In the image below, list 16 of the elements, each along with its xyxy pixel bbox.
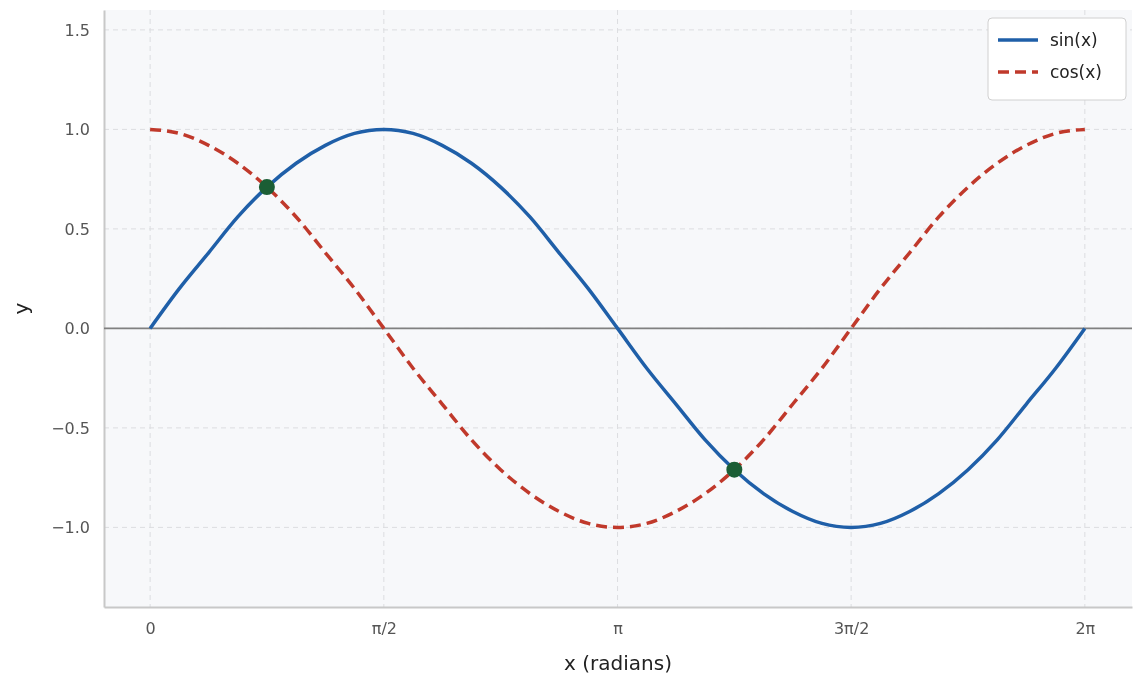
y-tick-label: −0.5 [51,418,90,438]
y-tick-label: 0.5 [64,219,90,239]
x-tick-label: 3π/2 [833,619,870,639]
x-tick-label: π [613,619,624,639]
y-tick-label: −1.0 [51,518,90,538]
x-tick-label: π/2 [371,619,397,639]
y-tick-label: 1.5 [64,20,90,40]
y-axis-title: y [9,302,33,315]
legend-label: cos(x) [1050,62,1102,82]
y-tick-label: 0.0 [64,319,90,339]
y-tick-label: 1.0 [64,120,90,140]
line-series [148,127,1087,530]
x-axis-title: x (radians) [564,651,672,675]
x-tick-label: 2π [1075,619,1096,639]
x-tick-label: 0 [145,619,156,639]
legend-label: sin(x) [1050,30,1098,50]
